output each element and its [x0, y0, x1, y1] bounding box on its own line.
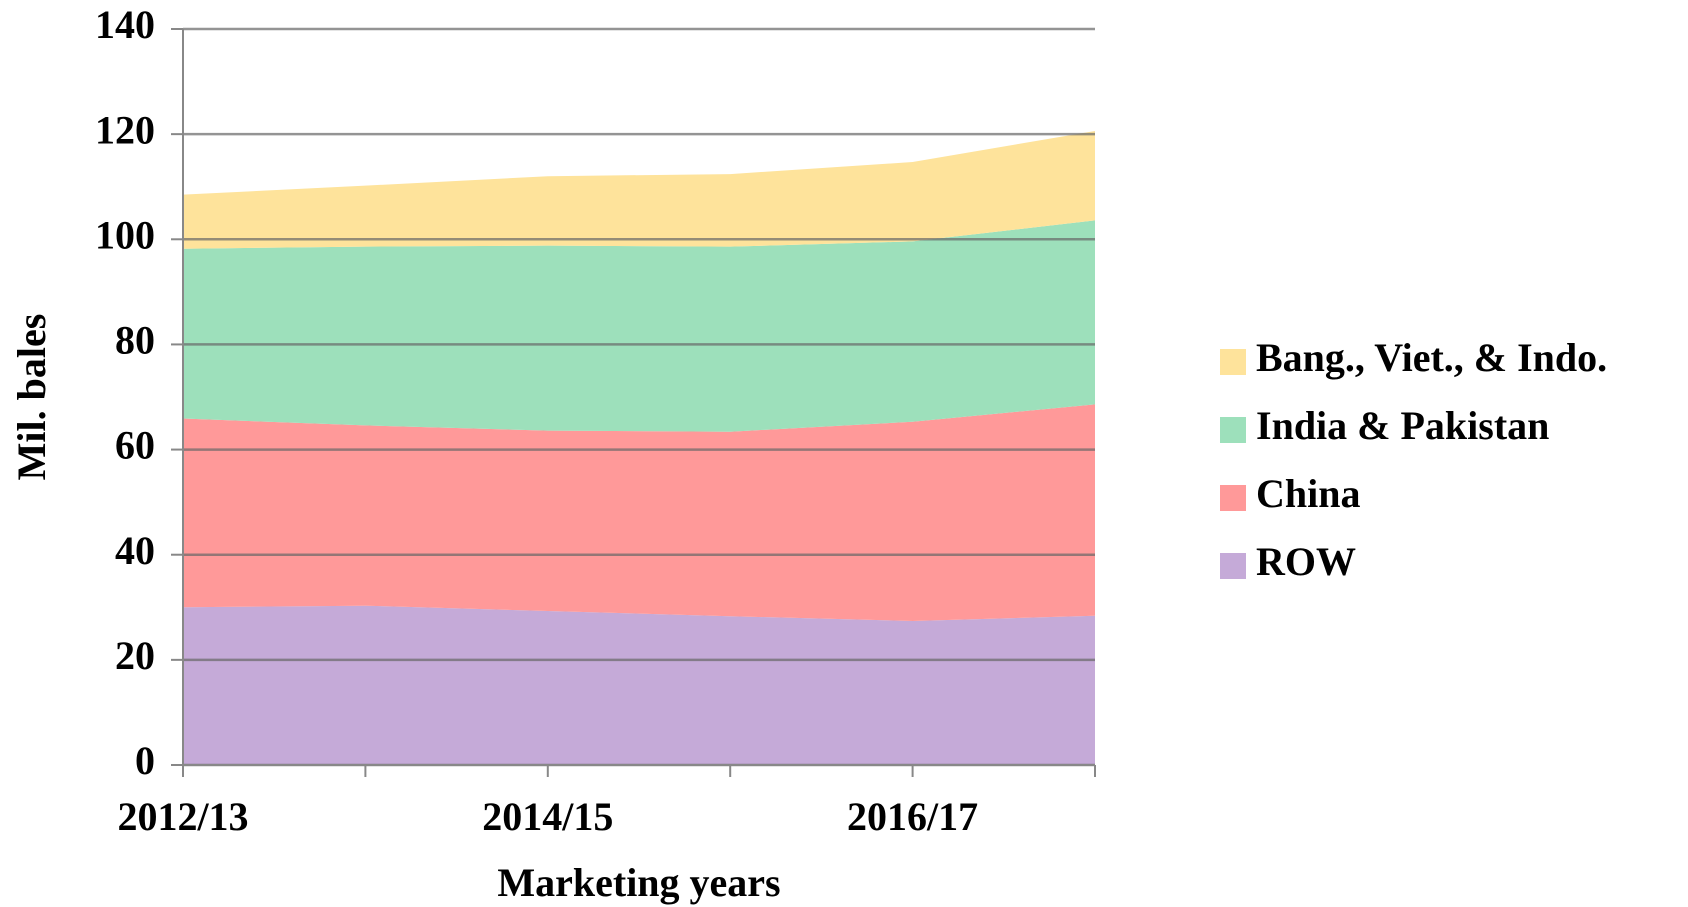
x-axis-label: Marketing years: [497, 860, 780, 905]
y-tick-label: 60: [115, 423, 155, 468]
legend-label: China: [1256, 471, 1361, 516]
x-tick-label: 2014/15: [482, 794, 613, 839]
legend-swatch: [1220, 349, 1246, 375]
area: [183, 605, 1095, 765]
y-tick-label: 120: [95, 107, 155, 152]
y-tick-label: 40: [115, 528, 155, 573]
area: [183, 130, 1095, 249]
y-tick-label: 100: [95, 212, 155, 257]
legend-label: ROW: [1256, 539, 1356, 584]
area: [183, 220, 1095, 432]
x-tick-label: 2016/17: [847, 794, 978, 839]
legend-swatch: [1220, 553, 1246, 579]
y-axis-label: Mil. bales: [9, 314, 54, 481]
area: [183, 404, 1095, 621]
y-tick-label: 80: [115, 318, 155, 363]
legend-label: India & Pakistan: [1256, 403, 1549, 448]
y-tick-label: 0: [135, 738, 155, 783]
y-tick-label: 140: [95, 2, 155, 47]
x-tick-label: 2012/13: [117, 794, 248, 839]
legend-swatch: [1220, 485, 1246, 511]
y-tick-label: 20: [115, 633, 155, 678]
legend-label: Bang., Viet., & Indo.: [1256, 335, 1607, 380]
legend-swatch: [1220, 417, 1246, 443]
